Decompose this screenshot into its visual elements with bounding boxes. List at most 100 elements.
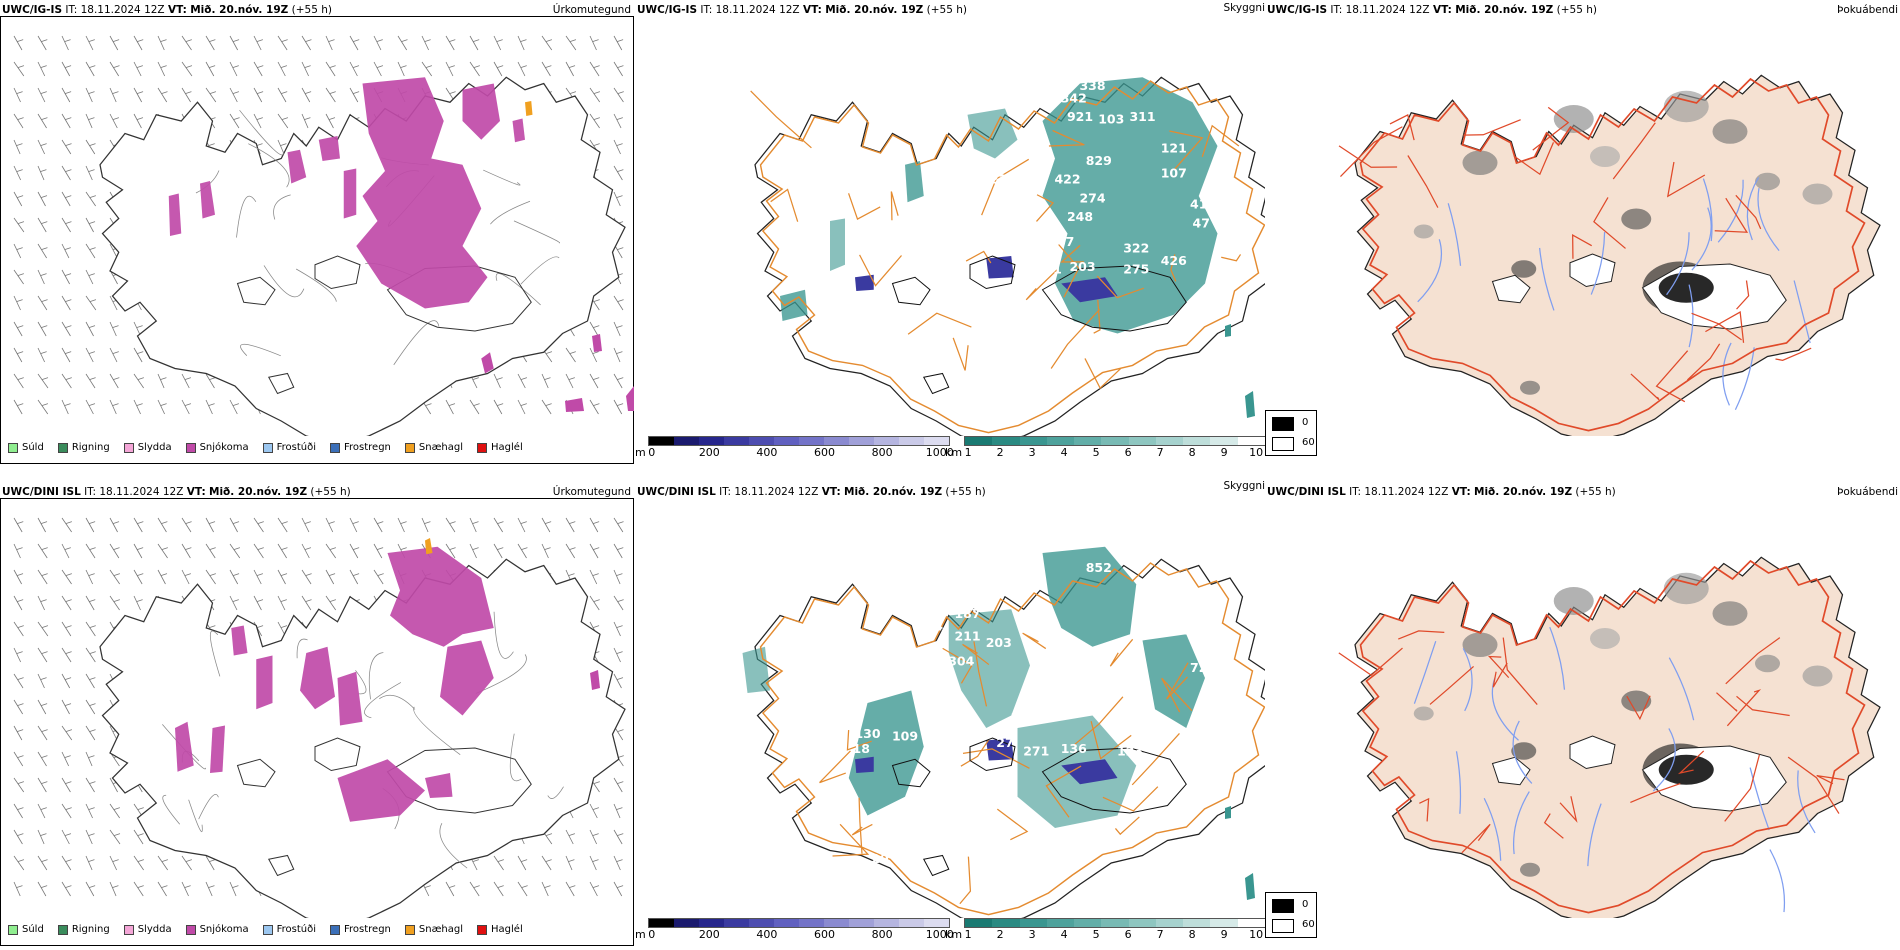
wind-barb xyxy=(37,647,48,663)
wind-barb-flag xyxy=(376,65,384,68)
wind-barb xyxy=(133,829,144,845)
iceland-fog-map xyxy=(1338,74,1881,436)
wind-barb xyxy=(541,35,553,51)
cloud-base-value: 22 xyxy=(990,172,1007,187)
wind-barb xyxy=(109,373,119,389)
legend-label: Haglél xyxy=(491,924,523,935)
wind-barb-flag xyxy=(616,403,624,406)
wind-barb-flag xyxy=(65,599,72,602)
wind-barb xyxy=(613,595,624,611)
wind-barb xyxy=(85,35,94,51)
wind-barb xyxy=(37,61,46,77)
wind-barb-flag xyxy=(41,755,48,758)
wind-barb-flag xyxy=(352,91,360,94)
wind-barb-flag xyxy=(65,521,72,524)
glacier-outline xyxy=(314,255,361,290)
wind-barb xyxy=(493,517,503,533)
wind-barb-flag xyxy=(304,547,312,550)
legend-item-frostúði: Frostúði xyxy=(262,924,316,935)
wind-barb xyxy=(13,543,21,559)
wind-barb-flag xyxy=(377,547,384,550)
panel-field-name: Úrkomutegund xyxy=(552,486,631,498)
wind-barb-flag xyxy=(208,65,216,68)
wind-barb-flag xyxy=(184,403,192,406)
colorbar-block xyxy=(1155,919,1184,927)
wind-barb-flag xyxy=(208,403,215,406)
cloud-base-value: 322 xyxy=(1123,240,1149,255)
road xyxy=(1072,696,1124,747)
wind-barb xyxy=(85,191,96,207)
wind-barb-flag xyxy=(41,651,48,654)
iceland-precip-map xyxy=(13,35,634,436)
fog-dark-label: 0 xyxy=(1302,899,1309,910)
iceland-precip-map xyxy=(13,517,626,918)
wind-barb xyxy=(277,569,286,585)
glacier xyxy=(1491,756,1531,786)
cloud-base-value: 97 xyxy=(934,585,951,600)
region-border xyxy=(209,630,221,677)
wind-barb-flag xyxy=(16,169,23,172)
wind-barb xyxy=(61,881,71,897)
wind-barb xyxy=(13,621,24,637)
wind-barb xyxy=(565,881,575,897)
wind-barb xyxy=(85,725,96,741)
wind-barb xyxy=(541,517,551,533)
panel-title: UWC/IG-IS IT: 18.11.2024 12Z VT: Mið. 20… xyxy=(2,4,332,16)
colorbar-tick: 4 xyxy=(1060,928,1068,941)
region-border xyxy=(355,670,367,695)
snow-area xyxy=(210,725,225,773)
wind-barb-flag xyxy=(592,39,599,42)
wind-barb-flag xyxy=(65,781,72,784)
road xyxy=(907,312,972,335)
wind-barb xyxy=(109,777,118,793)
wind-barb-flag xyxy=(16,547,23,550)
cloud-base-value: 111 xyxy=(1036,262,1062,277)
wind-barb-flag xyxy=(617,65,624,68)
legend-swatch xyxy=(8,924,18,935)
wind-barb-flag xyxy=(65,299,72,302)
wind-barb-flag xyxy=(89,781,96,784)
legend-item-haglél: Haglél xyxy=(477,442,523,453)
snow-area xyxy=(481,352,494,374)
wind-barb xyxy=(229,517,238,533)
wind-barb-flag xyxy=(113,547,120,550)
river xyxy=(1734,347,1755,411)
wind-barb xyxy=(469,543,477,559)
wind-barb xyxy=(181,399,190,415)
road xyxy=(942,647,973,684)
wind-barb xyxy=(109,113,118,129)
legend-label: Slydda xyxy=(137,442,172,453)
road xyxy=(1655,350,1689,403)
low-visibility-area xyxy=(1042,77,1218,334)
wind-barb xyxy=(421,517,429,533)
cloud-base-value: 36 xyxy=(1153,597,1171,612)
legend-label: Frostúði xyxy=(276,924,316,935)
wind-barb xyxy=(301,87,311,103)
colorbar-block xyxy=(1046,919,1075,927)
wind-barb-flag xyxy=(65,573,72,576)
cloud-base-value: 18 xyxy=(853,741,870,756)
fog-dark-swatch xyxy=(1272,899,1294,913)
cloud-base-value: 41 xyxy=(1190,197,1207,212)
colorbar-block xyxy=(1237,919,1266,927)
wind-barb-flag xyxy=(64,755,71,758)
wind-barb-flag xyxy=(593,377,600,380)
wind-barb-flag xyxy=(448,403,456,406)
wind-barb-flag xyxy=(184,885,191,888)
road xyxy=(859,254,902,287)
cloud-base-value: 311 xyxy=(1129,109,1155,124)
wind-barb xyxy=(13,751,24,767)
wind-barb-flag xyxy=(208,885,215,888)
wind-barb xyxy=(157,87,168,103)
fog-index-blob xyxy=(1663,90,1709,123)
wind-barb xyxy=(157,35,165,51)
wind-barb-flag xyxy=(616,195,623,198)
wind-barb xyxy=(133,543,143,559)
vt-value: Mið. 20.nóv. 19Z xyxy=(844,486,943,498)
fog-index-blob xyxy=(1590,628,1620,649)
wind-barb xyxy=(37,373,49,389)
wind-barb-flag xyxy=(88,807,95,810)
wind-barb xyxy=(37,295,48,311)
snow-area xyxy=(287,149,307,184)
wind-barb-flag xyxy=(113,573,120,576)
